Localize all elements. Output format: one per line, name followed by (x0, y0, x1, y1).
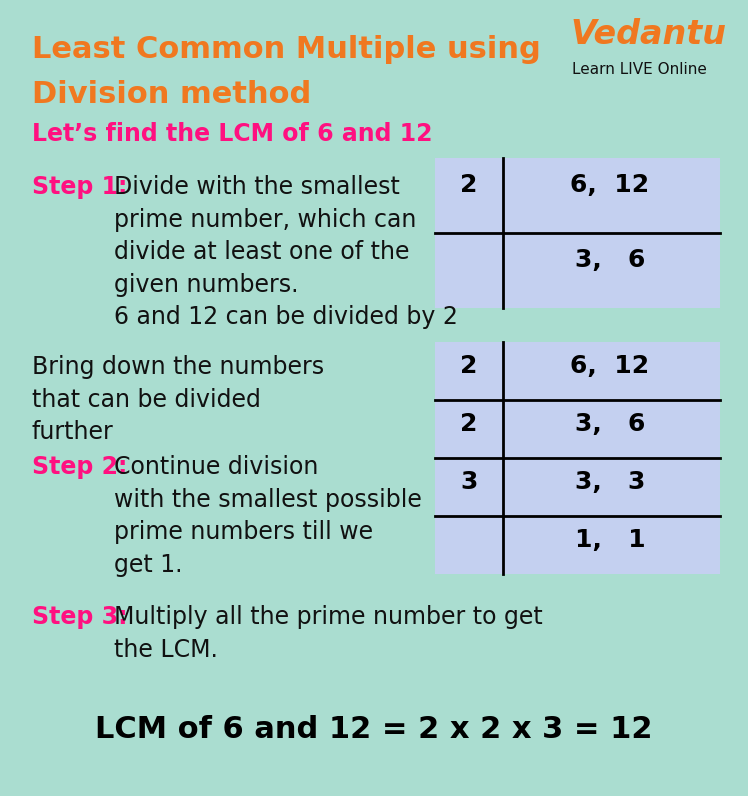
Text: Least Common Multiple using: Least Common Multiple using (32, 35, 541, 64)
Text: 3: 3 (460, 470, 478, 494)
Text: 3,   6: 3, 6 (574, 248, 646, 272)
Text: Learn LIVE Online: Learn LIVE Online (572, 62, 707, 77)
Text: Division method: Division method (32, 80, 311, 109)
Text: Multiply all the prime number to get
the LCM.: Multiply all the prime number to get the… (114, 605, 543, 661)
Text: 2: 2 (460, 173, 478, 197)
Text: 1,   1: 1, 1 (574, 528, 646, 552)
FancyBboxPatch shape (435, 158, 720, 308)
Text: 2: 2 (460, 412, 478, 436)
Text: Step 1:: Step 1: (32, 175, 135, 199)
Text: Step 2:: Step 2: (32, 455, 135, 479)
Text: 2: 2 (460, 354, 478, 378)
Text: 6,  12: 6, 12 (571, 354, 649, 378)
Text: Bring down the numbers
that can be divided
further: Bring down the numbers that can be divid… (32, 355, 324, 444)
Text: 6,  12: 6, 12 (571, 173, 649, 197)
Text: Divide with the smallest
prime number, which can
divide at least one of the
give: Divide with the smallest prime number, w… (114, 175, 458, 330)
Text: 3,   6: 3, 6 (574, 412, 646, 436)
Text: LCM of 6 and 12 = 2 x 2 x 3 = 12: LCM of 6 and 12 = 2 x 2 x 3 = 12 (95, 715, 653, 744)
Text: Continue division
with the smallest possible
prime numbers till we
get 1.: Continue division with the smallest poss… (114, 455, 422, 576)
Text: Step 3:: Step 3: (32, 605, 135, 629)
Text: 3,   3: 3, 3 (574, 470, 646, 494)
Text: Vedantu: Vedantu (570, 18, 726, 51)
Text: Let’s find the LCM of 6 and 12: Let’s find the LCM of 6 and 12 (32, 122, 432, 146)
FancyBboxPatch shape (435, 342, 720, 574)
